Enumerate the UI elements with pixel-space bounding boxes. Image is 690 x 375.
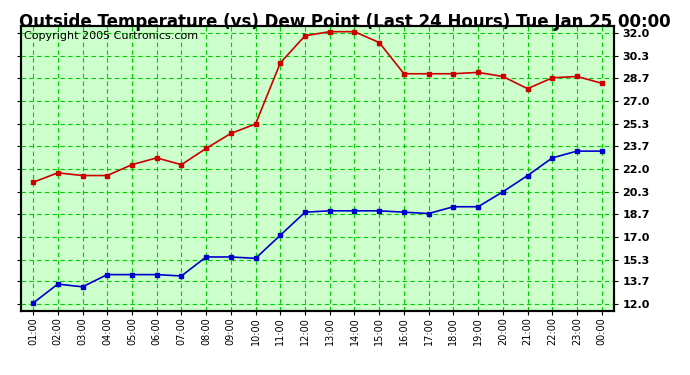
Text: Outside Temperature (vs) Dew Point (Last 24 Hours) Tue Jan 25 00:00: Outside Temperature (vs) Dew Point (Last… <box>19 13 671 31</box>
Text: Copyright 2005 Curtronics.com: Copyright 2005 Curtronics.com <box>23 30 198 40</box>
